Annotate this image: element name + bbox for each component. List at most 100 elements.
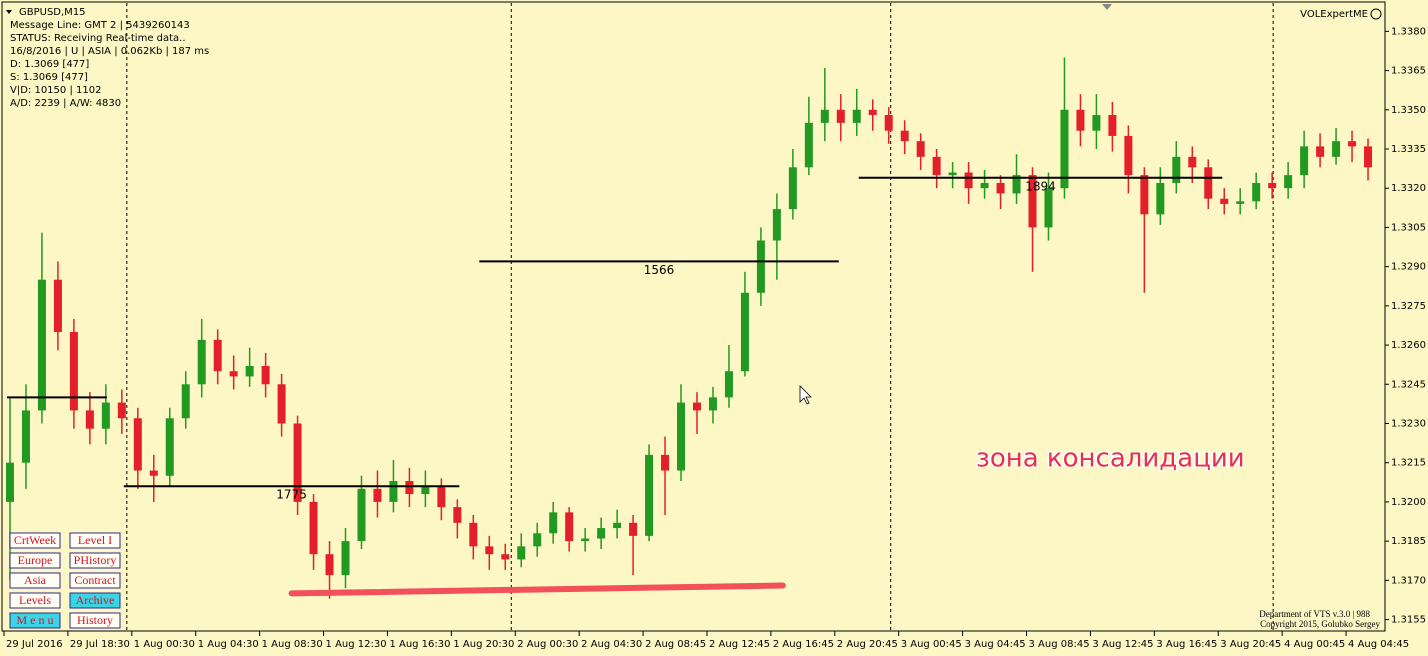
candle-body bbox=[309, 501, 318, 555]
candle-body bbox=[932, 156, 941, 176]
candle-body bbox=[117, 402, 126, 419]
button-frame bbox=[69, 552, 121, 569]
candle-body bbox=[405, 480, 414, 495]
candle-body bbox=[373, 488, 382, 502]
footer-line: Department of VTS v.3.0 | 988 bbox=[1259, 609, 1370, 619]
y-tick-label: 1.3200 bbox=[1391, 497, 1426, 508]
y-tick-label: 1.3335 bbox=[1391, 144, 1426, 155]
button-label: History bbox=[77, 613, 113, 627]
button[interactable]: History bbox=[69, 612, 121, 629]
candle-body bbox=[1204, 167, 1213, 199]
info-panel: Message Line: GMT 2 | 5439260143 STATUS: … bbox=[10, 20, 209, 109]
candle-body bbox=[724, 371, 733, 398]
candle-body bbox=[245, 365, 254, 377]
button[interactable]: Europe bbox=[9, 552, 61, 569]
y-tick-label: 1.3275 bbox=[1391, 301, 1426, 312]
candle-body bbox=[964, 172, 973, 189]
candle-body bbox=[661, 454, 670, 471]
x-tick-label: 2 Aug 08:45 bbox=[645, 639, 706, 650]
candle-body bbox=[53, 279, 62, 332]
x-tick-label: 1 Aug 00:30 bbox=[134, 639, 195, 650]
candle-body bbox=[868, 109, 877, 116]
candle-body bbox=[197, 339, 206, 385]
y-tick-label: 1.3230 bbox=[1391, 418, 1426, 429]
y-tick-label: 1.3365 bbox=[1391, 66, 1426, 77]
x-tick-label: 1 Aug 20:30 bbox=[453, 639, 514, 650]
info-line: STATUS: Receiving Real-time data.. bbox=[10, 33, 186, 44]
candle-body bbox=[1236, 201, 1245, 204]
candle-body bbox=[133, 418, 142, 471]
candle-body bbox=[325, 554, 334, 576]
candle-body bbox=[1348, 141, 1357, 147]
button[interactable]: M e n u bbox=[9, 612, 61, 629]
candle-body bbox=[677, 402, 686, 471]
candle-body bbox=[1284, 175, 1293, 189]
candle-body bbox=[1156, 182, 1165, 215]
candle-body bbox=[389, 480, 398, 502]
mouse-cursor bbox=[799, 385, 812, 405]
y-tick-label: 1.3170 bbox=[1391, 575, 1426, 586]
button-label: Level I bbox=[78, 533, 112, 547]
candle-body bbox=[1108, 115, 1117, 136]
button[interactable]: Level I bbox=[69, 532, 121, 549]
candle-body bbox=[341, 541, 350, 576]
candle-body bbox=[165, 418, 174, 476]
candle-body bbox=[565, 512, 574, 542]
button-label: Archive bbox=[76, 593, 115, 607]
button[interactable]: PHistory bbox=[69, 552, 121, 569]
button[interactable]: Asia bbox=[9, 572, 61, 589]
candle-body bbox=[5, 462, 14, 502]
info-line: V|D: 10150 | 1102 bbox=[10, 85, 101, 96]
candle-body bbox=[852, 109, 861, 123]
candle-body bbox=[1124, 135, 1133, 176]
button-panel: CrtWeek Level I Europe PHistory Asia Contract… bbox=[9, 532, 121, 629]
chart-title: GBPUSD,M15 bbox=[19, 7, 86, 18]
x-tick-label: 4 Aug 00:45 bbox=[1284, 639, 1345, 650]
candle-body bbox=[1172, 156, 1181, 183]
candle-body bbox=[996, 182, 1005, 194]
button[interactable]: Contract bbox=[69, 572, 121, 589]
button-frame bbox=[9, 532, 61, 549]
button-label: M e n u bbox=[17, 613, 54, 627]
level-label: 1566 bbox=[644, 263, 675, 277]
indicator-name: VOLExpertME bbox=[1300, 9, 1368, 20]
x-tick-label: 2 Aug 12:45 bbox=[709, 639, 770, 650]
level-label: 1775 bbox=[276, 488, 307, 502]
y-tick-label: 1.3380 bbox=[1391, 26, 1426, 37]
candle-body bbox=[469, 522, 478, 547]
candle-body bbox=[1028, 175, 1037, 228]
x-tick-label: 2 Aug 00:30 bbox=[517, 639, 578, 650]
candle-body bbox=[181, 384, 190, 419]
button[interactable]: Archive bbox=[69, 592, 121, 609]
candle-body bbox=[261, 365, 270, 385]
x-tick-label: 1 Aug 12:30 bbox=[326, 639, 387, 650]
candle-body bbox=[581, 538, 590, 542]
candle-body bbox=[916, 141, 925, 157]
candle-body bbox=[692, 402, 701, 411]
candle-body bbox=[708, 397, 717, 411]
candle-body bbox=[1188, 156, 1197, 168]
candle-body bbox=[772, 209, 781, 241]
candle-body bbox=[1060, 109, 1069, 189]
button-frame bbox=[69, 612, 121, 629]
candle-body bbox=[437, 486, 446, 508]
button-label: Asia bbox=[24, 573, 47, 587]
info-line: S: 1.3069 [477] bbox=[10, 72, 88, 83]
candle-body bbox=[804, 122, 813, 168]
x-tick-label: 1 Aug 04:30 bbox=[198, 639, 259, 650]
x-tick-label: 29 Jul 2016 bbox=[6, 639, 63, 650]
button-frame bbox=[69, 592, 121, 609]
x-tick-label: 2 Aug 16:45 bbox=[773, 639, 834, 650]
candle-body bbox=[1220, 198, 1229, 204]
button[interactable]: CrtWeek bbox=[9, 532, 61, 549]
plot-frame bbox=[1, 1, 1386, 632]
info-line: 16/8/2016 | U | ASIA | 0.062Kb | 187 ms bbox=[10, 46, 209, 57]
button-label: Levels bbox=[19, 593, 51, 607]
candle-body bbox=[836, 109, 845, 123]
info-line: D: 1.3069 [477] bbox=[10, 59, 89, 70]
y-tick-label: 1.3245 bbox=[1391, 379, 1426, 390]
dropdown-icon bbox=[6, 10, 12, 14]
level-label: 1894 bbox=[1025, 179, 1056, 193]
button[interactable]: Levels bbox=[9, 592, 61, 609]
candle-body bbox=[756, 240, 765, 293]
